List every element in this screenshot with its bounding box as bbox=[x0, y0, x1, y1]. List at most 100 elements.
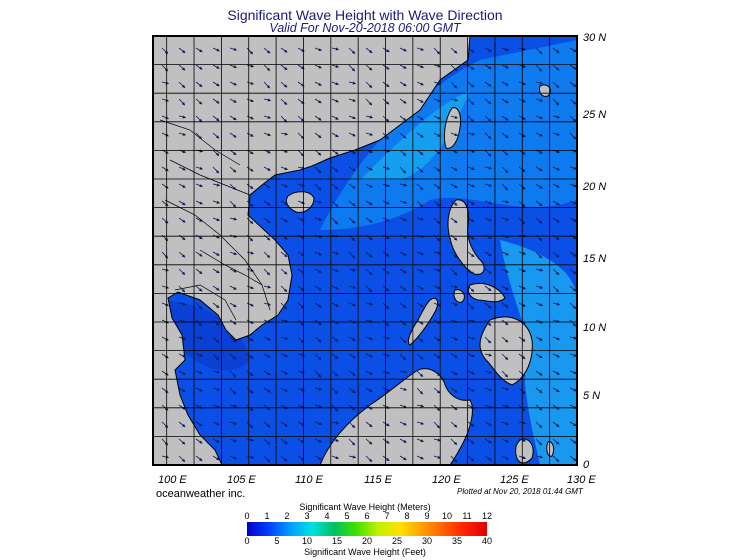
wave-arrow bbox=[263, 251, 271, 258]
wave-arrow bbox=[212, 217, 220, 222]
wave-arrow bbox=[467, 132, 476, 136]
wave-arrow bbox=[331, 47, 340, 51]
wave-arrow bbox=[450, 115, 459, 119]
wave-arrow bbox=[280, 98, 288, 105]
lon-label-125e: 125 E bbox=[500, 474, 529, 486]
wave-arrow bbox=[212, 64, 220, 69]
wave-arrow bbox=[501, 64, 509, 69]
wave-arrow bbox=[314, 98, 322, 104]
wave-arrow bbox=[450, 421, 458, 428]
wave-arrow bbox=[467, 319, 476, 323]
wave-arrow bbox=[178, 81, 186, 88]
wave-arrow bbox=[467, 455, 475, 462]
wave-arrow bbox=[467, 387, 475, 392]
wave-arrow bbox=[382, 217, 390, 222]
wave-arrow bbox=[365, 217, 373, 223]
wave-arrow bbox=[535, 353, 543, 359]
wave-arrow bbox=[416, 353, 424, 360]
wave-arrow bbox=[433, 251, 442, 255]
wave-arrow bbox=[484, 149, 492, 157]
wave-arrow bbox=[195, 251, 203, 257]
wave-arrow bbox=[263, 387, 271, 393]
wave-arrow bbox=[416, 285, 424, 290]
wave-arrow bbox=[382, 438, 390, 444]
wave-arrow bbox=[229, 98, 237, 103]
wave-arrow bbox=[161, 115, 169, 120]
wave-arrow bbox=[433, 302, 441, 307]
wave-arrow bbox=[212, 81, 220, 87]
wave-arrow bbox=[399, 98, 407, 104]
wave-arrow bbox=[416, 132, 424, 138]
wave-arrow bbox=[178, 64, 186, 71]
wave-arrow bbox=[365, 132, 374, 136]
wave-arrow bbox=[314, 302, 322, 308]
wave-arrow bbox=[178, 353, 186, 358]
wave-arrow bbox=[416, 370, 424, 377]
wave-arrow bbox=[314, 251, 322, 256]
wave-arrow bbox=[552, 302, 561, 306]
wave-arrow bbox=[280, 251, 288, 258]
wave-arrow bbox=[535, 251, 543, 259]
wave-arrow bbox=[569, 234, 577, 240]
wave-arrow bbox=[263, 47, 271, 54]
wave-arrow bbox=[552, 336, 560, 341]
wave-arrow bbox=[552, 217, 560, 223]
wave-arrow bbox=[229, 166, 237, 173]
wave-arrow bbox=[484, 217, 492, 222]
wave-arrow bbox=[416, 268, 424, 273]
wave-arrow bbox=[569, 64, 577, 70]
wave-arrow bbox=[399, 302, 407, 309]
wave-arrow bbox=[535, 370, 543, 376]
wave-arrow bbox=[212, 200, 221, 204]
lat-label-30n: 30 N bbox=[583, 32, 607, 44]
wave-arrow bbox=[569, 387, 577, 392]
wave-arrow bbox=[348, 47, 356, 54]
wave-arrow bbox=[450, 302, 459, 306]
wave-arrow bbox=[433, 268, 442, 272]
wave-arrow bbox=[399, 438, 407, 443]
wave-arrow bbox=[450, 268, 458, 276]
wave-arrow bbox=[416, 200, 424, 208]
wave-arrow bbox=[535, 336, 543, 341]
wave-arrow bbox=[399, 404, 407, 409]
wave-arrow bbox=[501, 285, 509, 291]
wave-arrow bbox=[297, 302, 305, 309]
wave-arrow bbox=[178, 268, 186, 275]
meter-tick-label: 5 bbox=[344, 511, 350, 521]
wave-arrow bbox=[246, 81, 255, 85]
wave-arrow bbox=[433, 387, 441, 394]
wave-arrow bbox=[331, 302, 339, 307]
credit-text: oceanweather inc. bbox=[156, 488, 246, 500]
meter-tick-label: 12 bbox=[481, 511, 493, 521]
wave-arrow bbox=[365, 438, 373, 445]
wave-arrow bbox=[433, 438, 442, 442]
wave-arrow bbox=[399, 132, 407, 139]
wave-arrow bbox=[297, 132, 305, 139]
wave-arrow bbox=[246, 217, 254, 224]
wave-arrow bbox=[467, 217, 475, 223]
meter-tick-label: 11 bbox=[462, 511, 472, 521]
wave-arrow bbox=[416, 455, 424, 460]
wave-arrow bbox=[263, 455, 271, 463]
wave-arrow bbox=[416, 251, 424, 256]
wave-arrow bbox=[501, 404, 510, 408]
wave-arrow bbox=[314, 132, 322, 139]
wave-arrow bbox=[467, 47, 475, 53]
wave-arrow bbox=[331, 200, 339, 207]
wave-arrow bbox=[399, 455, 407, 461]
wave-arrow bbox=[450, 387, 458, 393]
lat-lon-grid bbox=[153, 36, 577, 465]
wave-arrow bbox=[178, 404, 186, 410]
wave-arrow bbox=[535, 421, 543, 428]
wave-arrow bbox=[348, 302, 356, 307]
wave-arrow bbox=[569, 98, 577, 105]
wave-arrow bbox=[246, 183, 254, 190]
wave-arrow bbox=[552, 183, 560, 188]
wave-arrow bbox=[314, 115, 322, 121]
wave-arrow bbox=[552, 98, 560, 106]
wave-arrow bbox=[161, 268, 170, 272]
wave-arrow bbox=[569, 268, 577, 275]
wave-arrow bbox=[178, 336, 186, 341]
wave-arrow bbox=[501, 370, 509, 378]
wave-arrow bbox=[484, 132, 492, 139]
